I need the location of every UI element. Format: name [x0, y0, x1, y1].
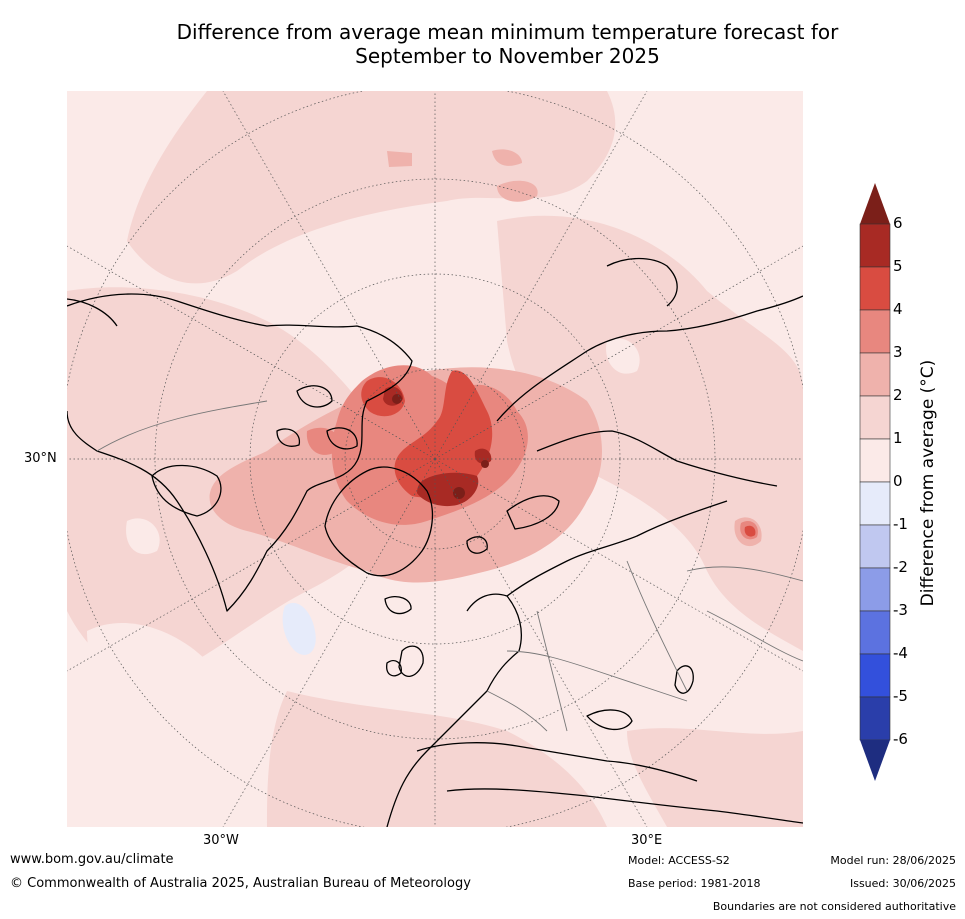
- colorbar-tick-label: -3: [893, 601, 908, 619]
- anomaly-light-patches: [87, 338, 640, 704]
- title-line-2: September to November 2025: [355, 44, 660, 68]
- graticule: [67, 91, 803, 827]
- footer-copyright: © Commonwealth of Australia 2025, Austra…: [10, 876, 471, 891]
- longitude-label-30e: 30°E: [631, 833, 663, 848]
- colorbar-segment: [859, 352, 891, 397]
- map-title: Difference from average mean minimum tem…: [60, 20, 955, 68]
- colorbar-segment: [859, 653, 891, 698]
- anomaly-map: [67, 91, 803, 827]
- anomaly-negative-patch: [282, 602, 316, 655]
- footer-base-period: Base period: 1981-2018: [628, 877, 761, 890]
- footer-model: Model: ACCESS-S2: [628, 854, 730, 867]
- colorbar-tick-label: -6: [893, 730, 908, 748]
- coastlines: [67, 257, 803, 827]
- colorbar-tick-label: 5: [893, 257, 903, 275]
- anomaly-band-above-6: [392, 394, 489, 499]
- colorbar-segment: [859, 567, 891, 612]
- colorbar-tick-label: 3: [893, 343, 903, 361]
- colorbar-tick-label: 6: [893, 214, 903, 232]
- colorbar-tick-label: 1: [893, 429, 903, 447]
- colorbar-tick-label: 0: [893, 472, 903, 490]
- longitude-label-30w: 30°W: [203, 833, 239, 848]
- colorbar-tick-label: -2: [893, 558, 908, 576]
- title-line-1: Difference from average mean minimum tem…: [176, 20, 839, 44]
- colorbar: [859, 183, 891, 781]
- colorbar-tick-label: -4: [893, 644, 908, 662]
- footer-disclaimer: Boundaries are not considered authoritat…: [712, 900, 956, 913]
- colorbar-tick-label: 4: [893, 300, 903, 318]
- colorbar-tick-label: -1: [893, 515, 908, 533]
- colorbar-tick-label: -5: [893, 687, 908, 705]
- colorbar-arrow-min: [860, 740, 890, 781]
- colorbar-arrow-max: [860, 183, 890, 224]
- colorbar-segment: [859, 395, 891, 440]
- colorbar-tick-label: 2: [893, 386, 903, 404]
- latitude-label-30n: 30°N: [24, 451, 57, 466]
- colorbar-title: Difference from average (°C): [918, 359, 938, 607]
- footer-model-run: Model run: 28/06/2025: [830, 854, 956, 867]
- colorbar-segment: [859, 438, 891, 483]
- colorbar-segment: [859, 223, 891, 268]
- colorbar-segment: [859, 524, 891, 569]
- footer-issued: Issued: 30/06/2025: [849, 877, 956, 890]
- colorbar-segment: [859, 309, 891, 354]
- colorbar-segment: [859, 610, 891, 655]
- colorbar-segment: [859, 481, 891, 526]
- colorbar-segment: [859, 266, 891, 311]
- colorbar-segment: [859, 696, 891, 741]
- footer-url: www.bom.gov.au/climate: [10, 852, 174, 867]
- country-borders: [96, 400, 803, 732]
